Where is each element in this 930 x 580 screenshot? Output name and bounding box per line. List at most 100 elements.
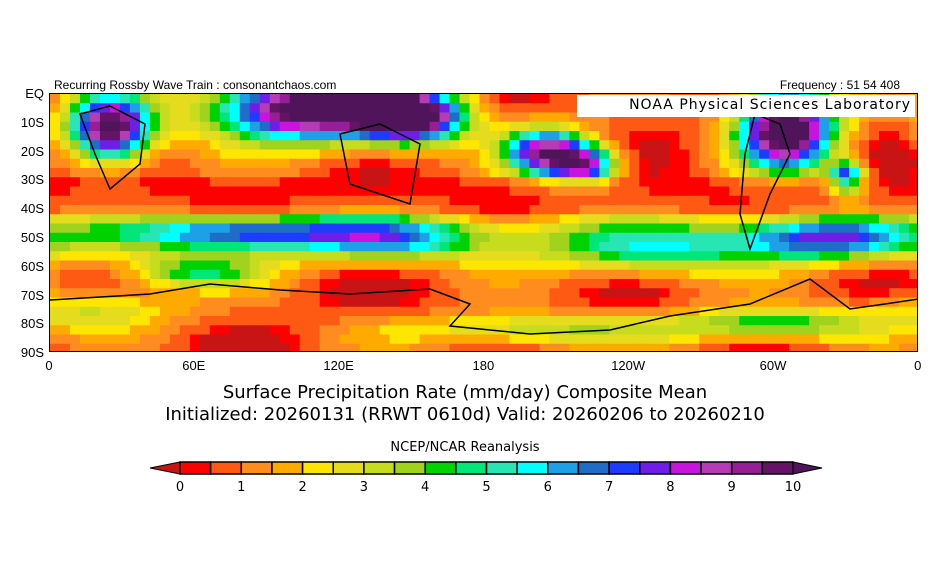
precip-cell (299, 325, 311, 336)
precip-cell (649, 205, 660, 215)
precip-cell (349, 195, 361, 206)
precip-cell (739, 232, 750, 243)
precip-cell (529, 149, 541, 160)
precip-cell (589, 269, 600, 280)
precip-cell (819, 251, 830, 262)
precip-cell (139, 214, 151, 225)
precip-cell (69, 325, 81, 336)
precip-cell (159, 334, 171, 345)
precip-cell (379, 223, 391, 234)
precip-cell (749, 269, 760, 280)
precip-cell (139, 195, 151, 206)
precip-cell (289, 205, 301, 215)
precip-cell (859, 158, 870, 169)
precip-cell (849, 288, 860, 299)
precip-cell (799, 205, 810, 215)
precip-cell (419, 297, 431, 308)
precip-cell (189, 121, 201, 132)
precip-cell (549, 343, 561, 351)
precip-cell (59, 112, 71, 123)
precip-cell (719, 288, 730, 299)
precip-cell (349, 205, 361, 215)
precip-cell (489, 316, 501, 326)
precip-cell (489, 288, 501, 299)
precip-cell (539, 103, 551, 114)
precip-cell (89, 306, 101, 317)
precip-cell (469, 325, 481, 336)
precip-cell (309, 149, 321, 160)
precip-cell (889, 195, 900, 206)
precip-cell (569, 149, 580, 160)
precip-cell (409, 325, 421, 336)
precip-cell (119, 195, 131, 206)
precip-cell (859, 279, 870, 289)
precip-cell (119, 334, 131, 345)
precip-cell (419, 316, 431, 326)
precip-cell (149, 195, 161, 206)
precip-cell (389, 177, 401, 188)
precip-cell (599, 232, 610, 243)
precip-cell (549, 316, 561, 326)
precip-cell (79, 288, 91, 299)
precip-cell (589, 131, 600, 141)
precip-cell (879, 316, 890, 326)
precip-cell (149, 242, 161, 252)
precip-cell (709, 205, 720, 215)
precip-cell (279, 260, 291, 271)
colorbar-label: 10 (784, 480, 802, 495)
precip-cell (449, 121, 461, 132)
precip-cell (199, 168, 211, 178)
precip-cell (59, 297, 71, 308)
precip-cell (889, 158, 900, 169)
precip-cell (679, 214, 690, 225)
precip-cell (759, 131, 770, 141)
precip-cell (169, 288, 181, 299)
precip-cell (539, 214, 551, 225)
precip-cell (749, 131, 760, 141)
precip-cell (119, 325, 131, 336)
precip-cell (669, 251, 680, 262)
precip-cell (879, 232, 890, 243)
precip-cell (529, 168, 541, 178)
precip-cell (279, 121, 291, 132)
precip-cell (489, 195, 501, 206)
precip-cell (479, 158, 491, 169)
precip-cell (829, 158, 840, 169)
precip-cell (499, 205, 511, 215)
precip-cell (309, 269, 321, 280)
precip-cell (599, 316, 610, 326)
precip-cell (309, 260, 321, 271)
precip-cell (509, 140, 521, 151)
precip-cell (359, 325, 371, 336)
precip-cell (659, 251, 670, 262)
precip-cell (239, 269, 251, 280)
precip-cell (569, 288, 580, 299)
precip-cell (379, 195, 391, 206)
precip-cell (219, 205, 231, 215)
precip-cell (179, 260, 191, 271)
precip-cell (419, 242, 431, 252)
precip-cell (159, 343, 171, 351)
precip-cell (649, 223, 660, 234)
precip-cell (149, 131, 161, 141)
precip-cell (699, 279, 710, 289)
colorbar (149, 461, 823, 475)
precip-cell (269, 214, 281, 225)
precip-cell (509, 288, 521, 299)
lat-tick-label: 20S (20, 143, 44, 159)
precip-cell (439, 140, 451, 151)
precip-cell (559, 232, 571, 243)
precip-cell (759, 149, 770, 160)
precip-cell (199, 112, 211, 123)
precip-cell (439, 325, 451, 336)
precip-cell (189, 279, 201, 289)
precip-cell (549, 232, 561, 243)
precip-cell (769, 260, 780, 271)
precip-cell (269, 316, 281, 326)
precip-cell (339, 149, 351, 160)
precip-cell (869, 112, 880, 123)
precip-cell (189, 149, 201, 160)
precip-cell (689, 269, 700, 280)
precip-cell (189, 232, 201, 243)
precip-cell (149, 297, 161, 308)
